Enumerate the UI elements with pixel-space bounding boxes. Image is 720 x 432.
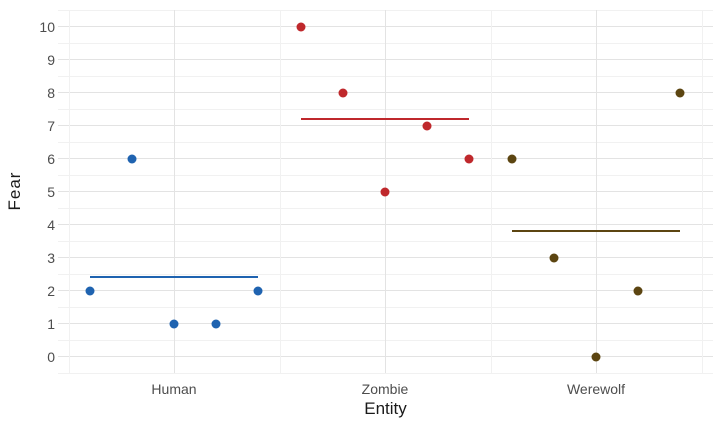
mean-line: [511, 230, 681, 233]
y-tick-label: 4: [47, 216, 55, 233]
gridline-minor-v: [490, 10, 492, 373]
data-point: [380, 187, 390, 196]
data-point: [85, 286, 95, 295]
x-axis-title: Entity: [364, 399, 407, 418]
y-tick-label: 8: [47, 84, 55, 101]
y-tick-label: 9: [47, 51, 55, 68]
data-point: [507, 154, 517, 163]
data-point: [591, 352, 601, 361]
y-tick-label: 10: [39, 18, 55, 35]
y-tick-label: 0: [47, 348, 55, 365]
gridline-minor-v: [701, 10, 703, 373]
mean-line: [300, 117, 470, 120]
y-tick-label: 6: [47, 150, 55, 167]
gridline-minor-v: [279, 10, 281, 373]
gridline-major-v: [596, 10, 597, 373]
data-point: [422, 121, 432, 130]
y-axis-title: Fear: [5, 171, 24, 211]
plot-panel: [58, 9, 713, 374]
x-tick-label: Human: [151, 381, 197, 397]
y-tick-label: 7: [47, 117, 55, 134]
data-point: [464, 154, 474, 163]
data-point: [675, 88, 685, 97]
mean-line: [89, 276, 259, 279]
data-point: [211, 319, 221, 328]
data-point: [549, 253, 559, 262]
data-point: [633, 286, 643, 295]
gridline-minor-h: [58, 372, 713, 374]
y-tick-label: 5: [47, 183, 55, 200]
x-tick-label: Werewolf: [566, 381, 626, 397]
y-tick-label: 3: [47, 249, 55, 266]
y-tick-label: 1: [47, 315, 55, 332]
data-point: [127, 154, 137, 163]
data-point: [169, 319, 179, 328]
gridline-minor-v: [68, 10, 70, 373]
y-tick-label: 2: [47, 282, 55, 299]
data-point: [338, 88, 348, 97]
data-point: [296, 22, 306, 31]
x-tick-label: Zombie: [361, 381, 409, 397]
data-point: [253, 286, 263, 295]
gridline-major-v: [174, 10, 175, 373]
